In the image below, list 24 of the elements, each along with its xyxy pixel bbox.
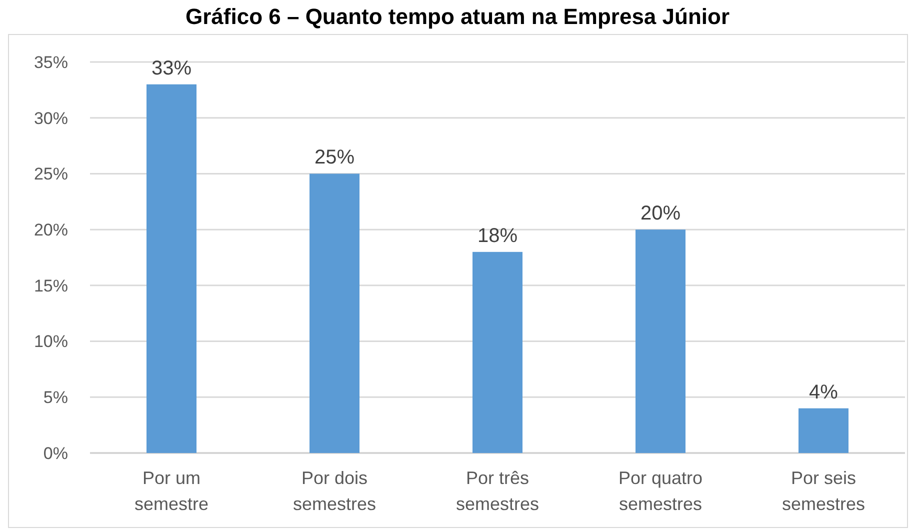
- bar: [146, 84, 196, 453]
- y-tick-label: 35%: [34, 52, 68, 72]
- y-tick-label: 15%: [34, 276, 68, 296]
- bar: [636, 230, 686, 453]
- chart-title: Gráfico 6 – Quanto tempo atuam na Empresa Júnior: [185, 4, 730, 29]
- x-tick-label: Por quatro semestres: [618, 468, 703, 514]
- x-tick-label: Por dois semestres: [292, 468, 376, 514]
- x-tick-label: Por um semestre: [134, 468, 209, 514]
- y-tick-label: 25%: [34, 164, 68, 184]
- x-tick-label: Por seis semestres: [782, 468, 866, 514]
- y-tick-label: 0%: [43, 444, 68, 463]
- data-label: 20%: [640, 202, 681, 225]
- bar: [798, 408, 848, 453]
- data-label: 4%: [809, 381, 838, 404]
- data-label: 33%: [151, 57, 192, 80]
- data-label: 25%: [314, 146, 355, 169]
- bar: [472, 252, 522, 453]
- y-tick-label: 10%: [34, 332, 68, 352]
- y-tick-label: 20%: [34, 220, 68, 240]
- data-label: 18%: [477, 224, 518, 247]
- y-tick-label: 30%: [34, 108, 68, 128]
- bar: [310, 174, 360, 453]
- y-tick-label: 5%: [43, 388, 68, 408]
- x-tick-label: Por três semestres: [456, 468, 540, 514]
